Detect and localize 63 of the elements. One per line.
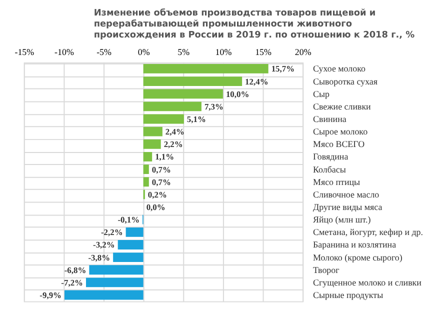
bar — [143, 102, 202, 112]
bar — [113, 252, 144, 262]
data-label: -2,2% — [100, 227, 123, 238]
y-tick-label: Другие виды мяса — [313, 202, 382, 212]
bar — [126, 227, 144, 237]
data-label: -3,2% — [93, 240, 115, 250]
y-tick-label: Сливочное масло — [313, 189, 380, 200]
bar — [143, 114, 184, 124]
y-tick-label: Сыворотка сухая — [313, 76, 378, 86]
bar — [143, 164, 149, 174]
y-tick-label: Яйцо (млн шт.) — [313, 214, 371, 225]
bar — [143, 139, 161, 149]
bar — [143, 76, 242, 86]
y-tick-label: Сырое молоко — [313, 126, 368, 137]
x-tick-label: -5% — [96, 46, 112, 57]
data-label: 2,4% — [165, 126, 184, 137]
y-tick-label: Сметана, йогурт, кефир и др. — [313, 227, 424, 238]
data-label: 7,3% — [204, 101, 224, 112]
y-tick-label: Говядина — [313, 152, 348, 162]
y-tick-label: Сырные продукты — [313, 290, 384, 300]
bar — [143, 177, 149, 187]
data-label: 15,7% — [271, 64, 295, 74]
x-tick-label: 10% — [215, 46, 232, 57]
x-tick-label: 20% — [294, 46, 312, 57]
y-tick-label: Мясо ВСЕГО — [313, 139, 366, 150]
chart-title: Изменение объемов производства товаров пищевой и перерабатывающей промышленности животного происхождения в России в 2019 г. по отношению к 2018 г., % — [94, 8, 415, 41]
x-tick-label: 0% — [138, 46, 150, 57]
data-label: 5,1% — [186, 114, 206, 124]
data-label: 0,2% — [148, 189, 167, 200]
y-tick-label: Колбасы — [313, 164, 346, 174]
data-label: -0,1% — [118, 214, 140, 225]
y-tick-label: Сыр — [313, 88, 330, 99]
data-label: 12,4% — [245, 76, 268, 86]
data-label: -9,9% — [40, 290, 62, 300]
x-tick-label: -10% — [54, 46, 74, 57]
bar — [143, 152, 152, 162]
bar — [118, 240, 144, 250]
data-label: -3,8% — [88, 252, 110, 262]
y-tick-label: Молоко (кроме сырого) — [313, 252, 402, 262]
y-tick-label: Свинина — [313, 114, 346, 124]
y-tick-label: Мясо птицы — [313, 176, 360, 187]
data-label: 10,0% — [226, 88, 250, 99]
data-label: 0,7% — [152, 176, 171, 187]
data-label: -7,2% — [61, 277, 84, 288]
data-label: -6,8% — [64, 264, 86, 275]
bar — [64, 290, 144, 300]
y-tick-label: Свежие сливки — [313, 101, 372, 112]
data-label: 0,0% — [146, 202, 166, 212]
data-label: 0,7% — [152, 164, 171, 174]
bar — [86, 278, 144, 288]
bar — [143, 64, 268, 74]
bar — [89, 265, 144, 275]
y-tick-label: Творог — [313, 264, 340, 275]
data-label: 1,1% — [155, 152, 174, 162]
x-tick-label: 15% — [255, 46, 272, 57]
bar — [143, 126, 162, 136]
y-tick-label: Баранина и козлятина — [313, 240, 396, 250]
y-tick-label: Сгущенное молоко и сливки — [313, 277, 422, 288]
x-tick-label: -15% — [14, 46, 35, 57]
y-tick-label: Сухое молоко — [313, 64, 366, 74]
x-tick-label: 5% — [178, 46, 190, 57]
bar — [143, 89, 223, 99]
data-label: 2,2% — [164, 139, 183, 150]
